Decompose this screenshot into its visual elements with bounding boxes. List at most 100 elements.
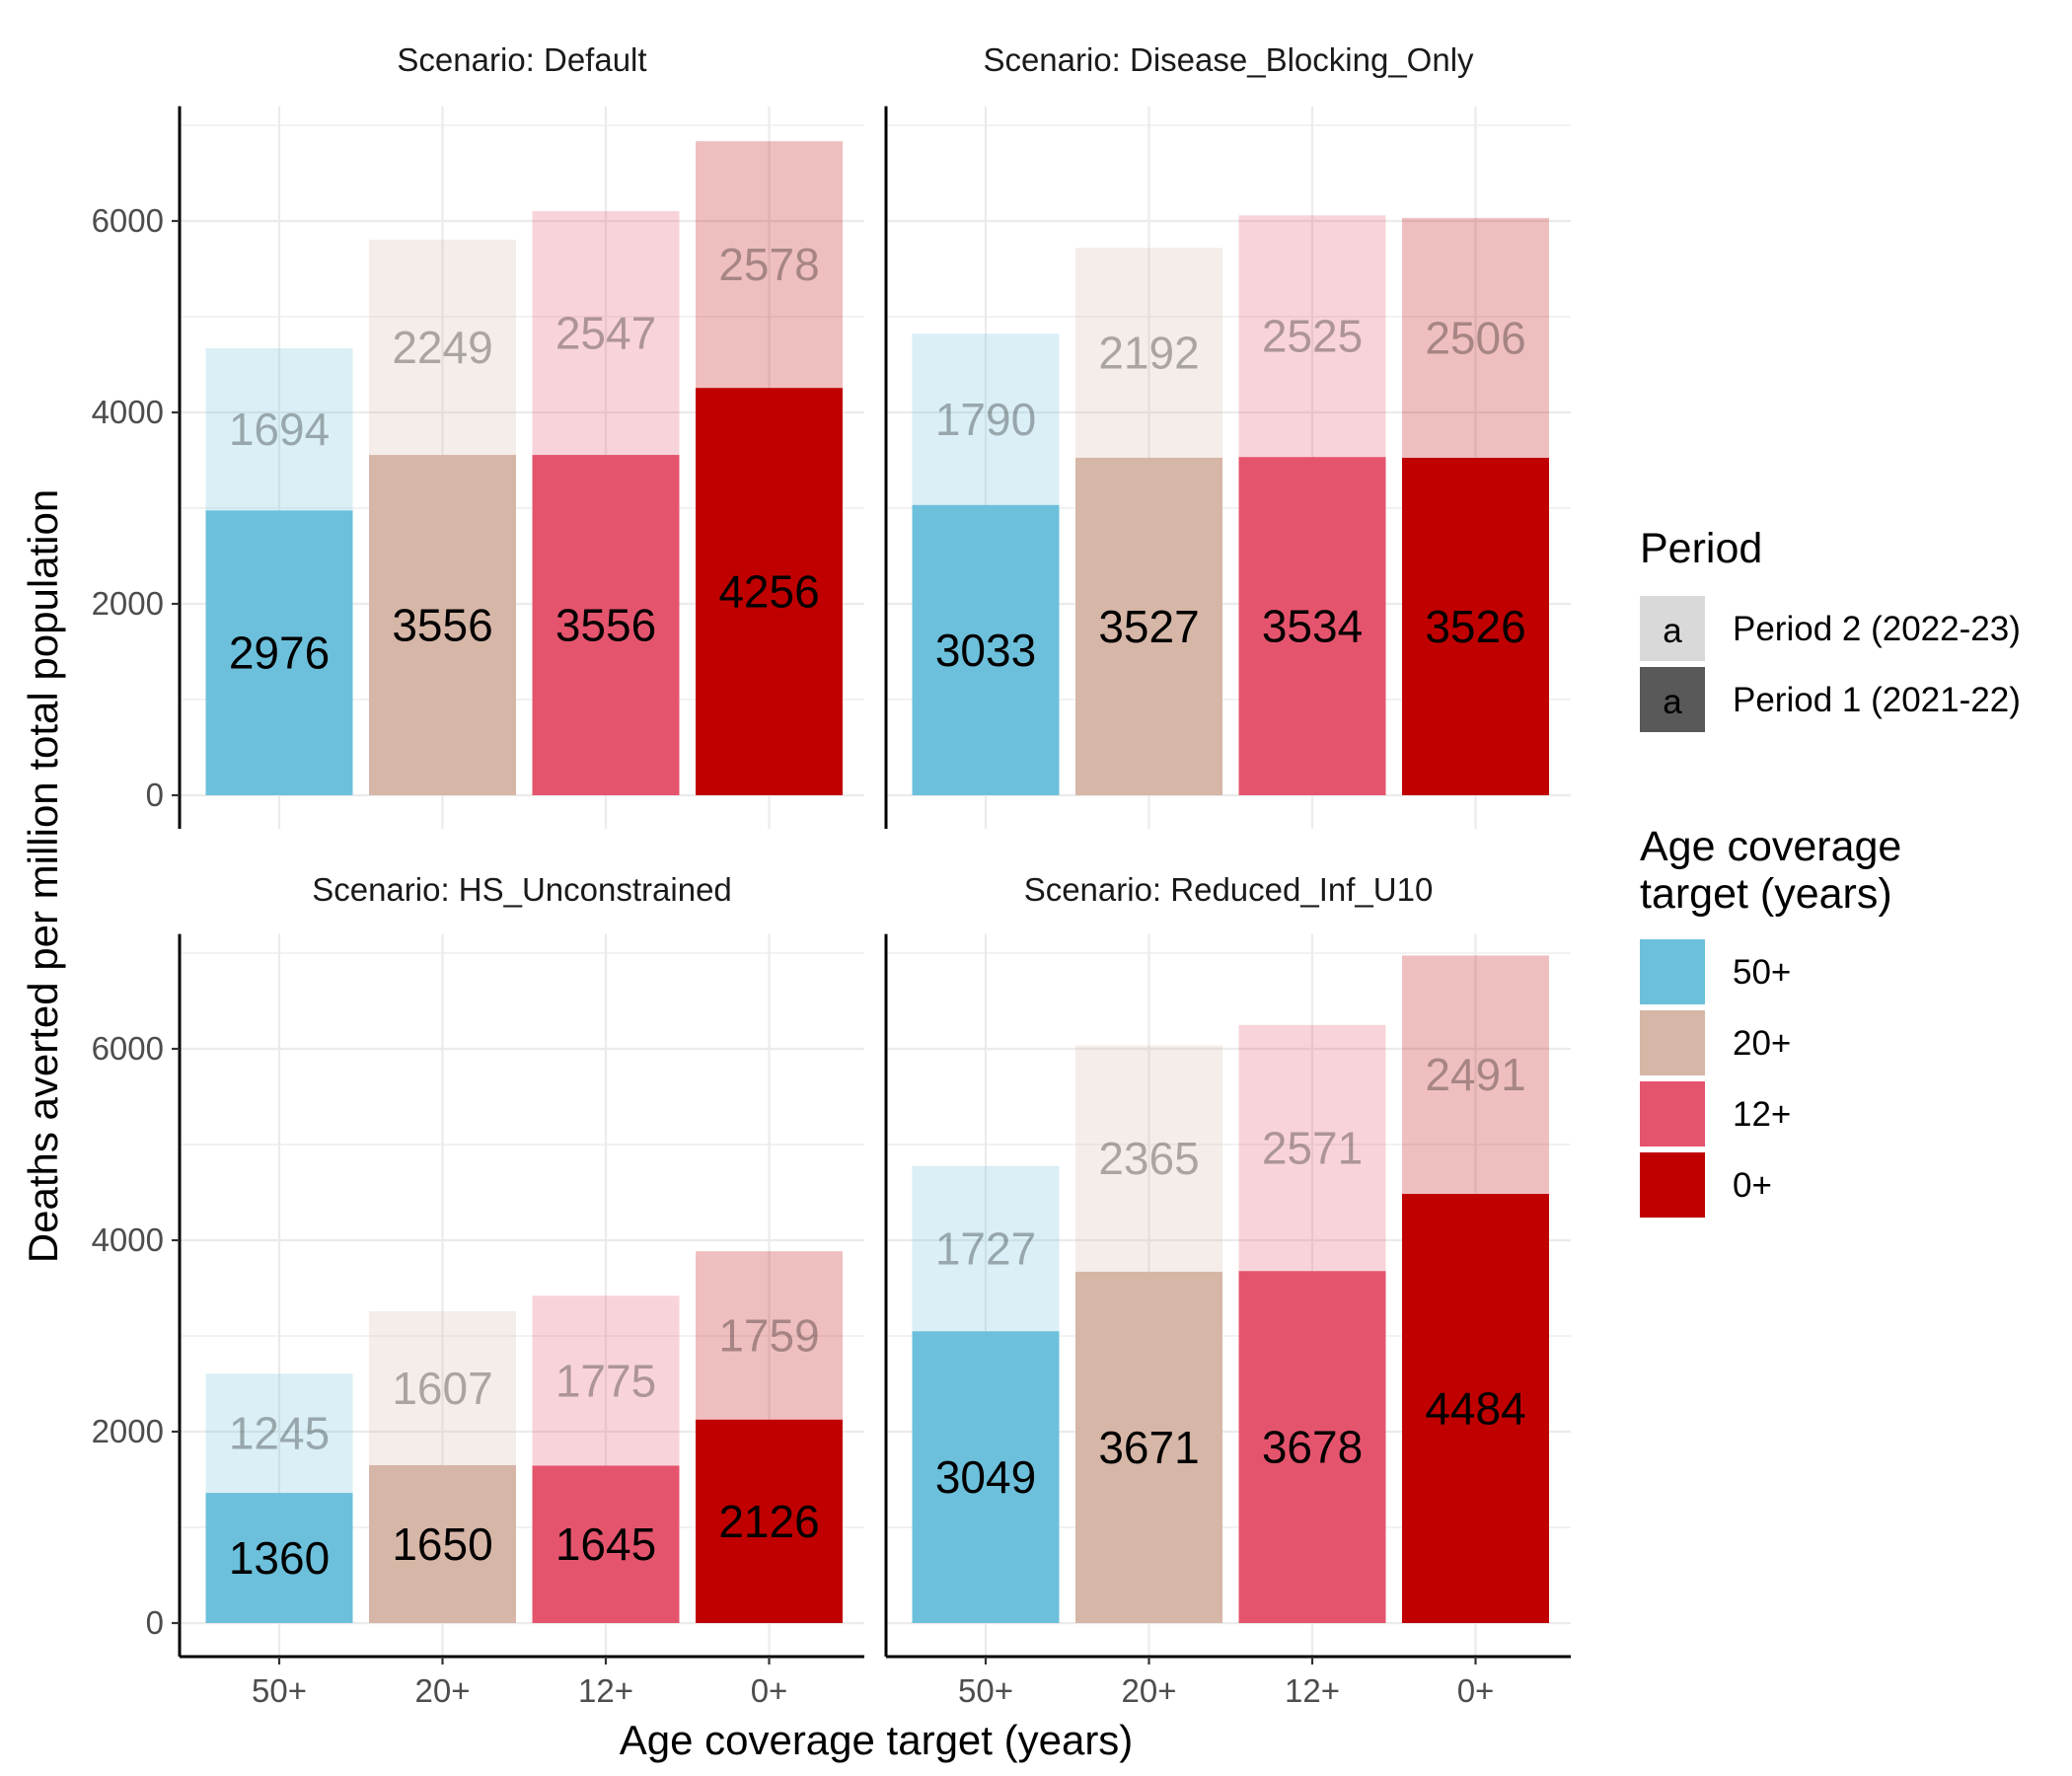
data-label-period1: 3033 xyxy=(935,625,1036,676)
bar-period2 xyxy=(532,1295,680,1466)
bar-period1 xyxy=(912,504,1060,795)
bar-period2 xyxy=(369,1311,516,1465)
bar-period2 xyxy=(1075,248,1222,458)
data-label-period2: 1790 xyxy=(935,394,1036,445)
bar-period2 xyxy=(1402,955,1549,1195)
y-tick-label: 4000 xyxy=(92,394,164,430)
data-label-period1: 4256 xyxy=(718,566,819,618)
data-label-period2: 1775 xyxy=(555,1355,656,1406)
y-axis-title: Deaths averted per million total populat… xyxy=(20,489,66,1263)
bar-period1 xyxy=(369,1464,516,1623)
facet-title: Scenario: HS_Unconstrained xyxy=(312,871,732,908)
legend-period-sample: a xyxy=(1663,683,1682,721)
x-tick-label: 0+ xyxy=(1457,1672,1495,1709)
data-label-period2: 1694 xyxy=(229,404,330,455)
data-label-period2: 2547 xyxy=(555,308,656,359)
bar-period2 xyxy=(696,141,843,389)
bar-period2 xyxy=(1402,217,1549,458)
legend-period-key xyxy=(1640,596,1705,661)
legend-age-label: 0+ xyxy=(1733,1166,1772,1205)
data-label-period2: 1607 xyxy=(392,1363,492,1414)
data-label-period1: 1645 xyxy=(555,1518,656,1570)
data-label-period1: 3527 xyxy=(1098,601,1199,652)
data-label-period2: 2365 xyxy=(1098,1133,1199,1184)
data-label-period1: 1650 xyxy=(392,1518,492,1570)
legend-age-key xyxy=(1640,1081,1705,1147)
data-label-period1: 3556 xyxy=(392,600,492,651)
bar-period1 xyxy=(369,455,516,795)
bar-period1 xyxy=(205,510,353,795)
legend-age-label: 12+ xyxy=(1733,1095,1791,1134)
legend-age-title: target (years) xyxy=(1640,870,1892,918)
bar-period1 xyxy=(532,1465,680,1623)
x-tick-label: 50+ xyxy=(252,1672,307,1709)
bar-period1 xyxy=(1075,457,1222,795)
legend-period-label: Period 1 (2021-22) xyxy=(1733,681,2021,719)
data-label-period1: 3534 xyxy=(1262,601,1363,652)
bar-period2 xyxy=(696,1251,843,1420)
legend-age-label: 50+ xyxy=(1733,953,1791,992)
y-tick-label: 0 xyxy=(146,1604,164,1641)
x-tick-label: 20+ xyxy=(1122,1672,1177,1709)
data-label-period2: 1759 xyxy=(718,1309,819,1361)
data-label-period1: 3671 xyxy=(1098,1422,1199,1473)
x-tick-label: 0+ xyxy=(751,1672,788,1709)
bar-period1 xyxy=(205,1493,353,1623)
legend-period-label: Period 2 (2022-23) xyxy=(1733,610,2021,648)
bar-period1 xyxy=(1238,457,1386,795)
x-tick-label: 20+ xyxy=(415,1672,471,1709)
legend-age-key xyxy=(1640,1152,1705,1218)
bar-period1 xyxy=(696,388,843,795)
data-label-period1: 2976 xyxy=(229,628,330,679)
data-label-period2: 2192 xyxy=(1098,328,1199,379)
bar-period1 xyxy=(532,455,680,795)
bar-period1 xyxy=(1402,1194,1549,1623)
bar-period1 xyxy=(1075,1271,1222,1623)
bar-period2 xyxy=(912,1165,1060,1332)
bar-period1 xyxy=(1402,457,1549,795)
legend-age-key xyxy=(1640,1010,1705,1075)
legend-period-title: Period xyxy=(1640,525,1762,572)
data-label-period2: 2525 xyxy=(1262,311,1363,362)
legend-period-key xyxy=(1640,667,1705,732)
data-label-period2: 1727 xyxy=(935,1222,1036,1274)
x-axis-title: Age coverage target (years) xyxy=(620,1717,1134,1763)
data-label-period1: 3678 xyxy=(1262,1422,1363,1473)
y-tick-label: 6000 xyxy=(92,202,164,239)
data-label-period2: 2578 xyxy=(718,239,819,290)
bar-period2 xyxy=(369,239,516,456)
y-tick-label: 6000 xyxy=(92,1030,164,1067)
data-label-period2: 2491 xyxy=(1425,1049,1525,1100)
bar-period2 xyxy=(532,211,680,456)
y-tick-label: 0 xyxy=(146,777,164,813)
data-label-period1: 4484 xyxy=(1425,1383,1525,1435)
bar-period2 xyxy=(205,348,353,511)
x-tick-label: 50+ xyxy=(958,1672,1013,1709)
data-label-period2: 2571 xyxy=(1262,1123,1363,1174)
data-label-period1: 2126 xyxy=(718,1496,819,1547)
data-label-period2: 2249 xyxy=(392,322,492,373)
y-tick-label: 2000 xyxy=(92,585,164,622)
x-tick-label: 12+ xyxy=(1285,1672,1340,1709)
bar-period1 xyxy=(1238,1271,1386,1623)
facet-title: Scenario: Reduced_Inf_U10 xyxy=(1024,871,1434,908)
data-label-period2: 1245 xyxy=(229,1408,330,1459)
bar-period2 xyxy=(1238,1024,1386,1272)
y-tick-label: 4000 xyxy=(92,1221,164,1258)
data-label-period1: 3526 xyxy=(1425,601,1525,652)
bar-period1 xyxy=(696,1419,843,1623)
y-tick-label: 2000 xyxy=(92,1413,164,1449)
data-label-period1: 3556 xyxy=(555,600,656,651)
legend-age-label: 20+ xyxy=(1733,1024,1791,1063)
data-label-period1: 3049 xyxy=(935,1451,1036,1503)
x-tick-label: 12+ xyxy=(578,1672,633,1709)
bar-period2 xyxy=(205,1373,353,1494)
legend-period-sample: a xyxy=(1663,612,1682,650)
facet-title: Scenario: Default xyxy=(397,41,646,78)
facet-title: Scenario: Disease_Blocking_Only xyxy=(983,41,1474,78)
bar-period2 xyxy=(1238,215,1386,458)
bar-period2 xyxy=(1075,1045,1222,1272)
data-label-period2: 2506 xyxy=(1425,312,1525,363)
legend-age-key xyxy=(1640,939,1705,1004)
